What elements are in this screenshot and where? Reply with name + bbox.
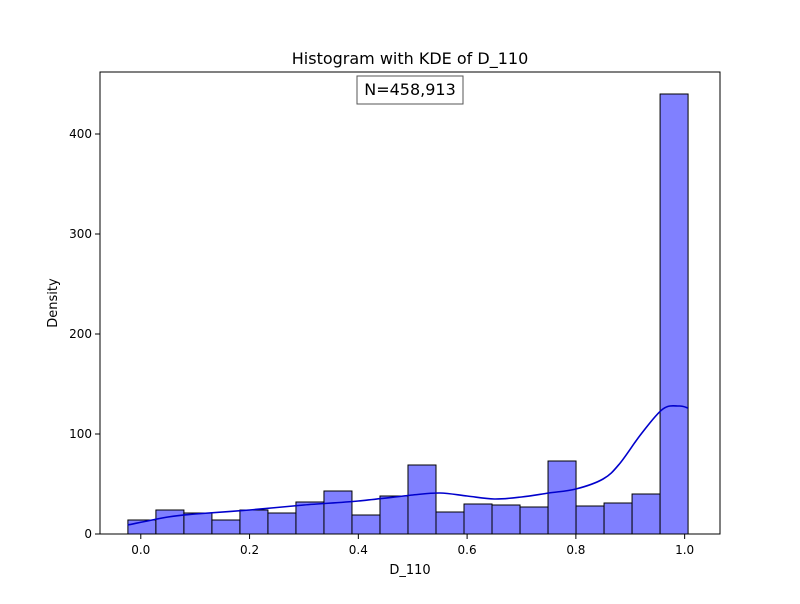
y-tick-label: 0 — [84, 527, 92, 541]
histogram-bar — [407, 464, 437, 535]
histogram-bar — [659, 93, 689, 535]
x-tick-label: 0.4 — [349, 543, 368, 557]
y-tick-label: 400 — [69, 127, 92, 141]
y-tick-label: 100 — [69, 427, 92, 441]
kde-group — [127, 404, 689, 526]
histogram-bar — [547, 460, 577, 535]
histogram-bar — [211, 519, 241, 535]
kde-line — [127, 404, 689, 526]
x-tick-label: 0.2 — [240, 543, 259, 557]
plot-frame — [99, 71, 721, 535]
histogram-bar — [155, 509, 185, 535]
histogram-bar — [631, 493, 661, 535]
annotation-text: N=458,913 — [364, 80, 456, 99]
histogram-bar — [295, 501, 325, 535]
x-tick-label: 0.0 — [131, 543, 150, 557]
chart-title: Histogram with KDE of D_110 — [292, 49, 529, 69]
histogram-bar — [183, 512, 213, 535]
x-axis: 0.0 0.2 0.4 0.6 0.8 1.0 — [131, 534, 694, 557]
x-tick-label: 1.0 — [675, 543, 694, 557]
histogram-bar — [239, 509, 269, 535]
histogram-bar — [323, 490, 353, 535]
histogram-bar — [351, 514, 381, 535]
histogram-bar — [603, 502, 633, 535]
y-axis-label: Density — [46, 278, 61, 328]
y-axis: 0 100 200 300 400 — [69, 127, 100, 541]
histogram-bar — [267, 512, 297, 535]
y-tick-label: 300 — [69, 227, 92, 241]
sample-size-annotation: N=458,913 — [356, 75, 464, 105]
x-axis-label: D_110 — [389, 563, 430, 578]
histogram-bar — [575, 505, 605, 535]
histogram-bar — [435, 511, 465, 535]
histogram-bar — [519, 506, 549, 535]
bars-group — [127, 93, 689, 535]
histogram-bar — [463, 503, 493, 535]
annotation-box — [356, 75, 464, 105]
x-tick-label: 0.6 — [458, 543, 477, 557]
histogram-bar — [379, 495, 409, 535]
y-tick-label: 200 — [69, 327, 92, 341]
histogram-bar — [491, 504, 521, 535]
x-tick-label: 0.8 — [566, 543, 585, 557]
